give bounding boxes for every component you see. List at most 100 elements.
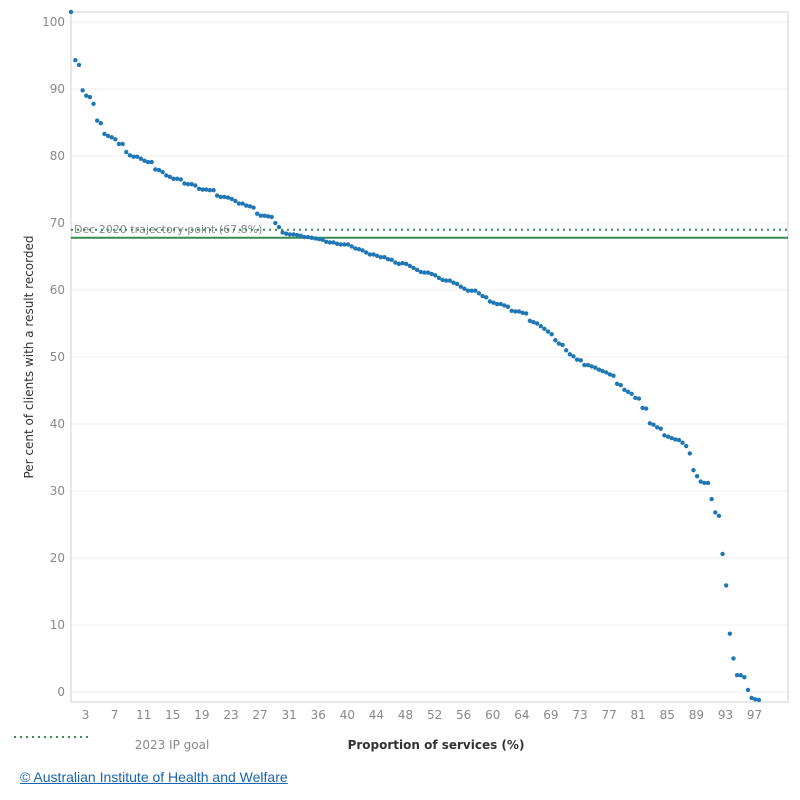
data-point[interactable]: [269, 214, 274, 220]
data-point[interactable]: [320, 237, 325, 242]
data-point[interactable]: [513, 309, 518, 314]
data-point[interactable]: [582, 362, 587, 368]
data-point[interactable]: [720, 551, 725, 557]
data-point[interactable]: [382, 254, 387, 260]
data-point[interactable]: [713, 510, 718, 515]
data-point[interactable]: [302, 234, 307, 240]
data-point[interactable]: [604, 370, 609, 375]
data-point[interactable]: [727, 631, 733, 636]
data-point[interactable]: [407, 263, 413, 269]
data-point[interactable]: [68, 9, 74, 15]
data-point[interactable]: [84, 93, 89, 98]
data-point[interactable]: [469, 288, 474, 293]
data-point[interactable]: [327, 240, 333, 245]
data-point[interactable]: [131, 154, 136, 159]
data-point[interactable]: [680, 440, 685, 445]
data-point[interactable]: [342, 242, 347, 247]
data-point[interactable]: [371, 252, 376, 257]
data-point[interactable]: [556, 341, 562, 346]
data-point[interactable]: [753, 697, 758, 702]
data-point[interactable]: [273, 220, 278, 226]
data-point[interactable]: [643, 406, 649, 411]
data-point[interactable]: [691, 468, 696, 473]
data-point[interactable]: [709, 496, 714, 502]
data-point[interactable]: [585, 362, 591, 368]
data-point[interactable]: [193, 183, 198, 188]
data-point[interactable]: [458, 284, 463, 289]
data-point[interactable]: [204, 187, 209, 192]
data-point[interactable]: [473, 288, 478, 293]
data-point[interactable]: [189, 181, 194, 187]
data-point[interactable]: [640, 405, 645, 411]
data-point[interactable]: [240, 201, 245, 206]
data-point[interactable]: [309, 235, 314, 240]
data-point[interactable]: [207, 187, 213, 193]
data-point[interactable]: [683, 443, 689, 449]
data-point[interactable]: [251, 205, 256, 210]
data-point[interactable]: [174, 176, 180, 182]
data-point[interactable]: [476, 291, 482, 296]
data-point[interactable]: [258, 213, 263, 218]
data-point[interactable]: [171, 176, 176, 182]
data-point[interactable]: [222, 194, 227, 200]
data-point[interactable]: [731, 656, 736, 661]
data-point[interactable]: [716, 513, 722, 518]
data-point[interactable]: [611, 373, 616, 378]
data-point[interactable]: [665, 434, 671, 439]
data-point[interactable]: [153, 167, 158, 172]
data-point[interactable]: [654, 425, 660, 430]
data-point[interactable]: [687, 451, 693, 456]
data-point[interactable]: [491, 300, 496, 305]
data-point[interactable]: [345, 242, 351, 247]
data-point[interactable]: [218, 194, 223, 200]
data-point[interactable]: [749, 695, 754, 701]
data-point[interactable]: [233, 198, 238, 204]
data-point[interactable]: [433, 273, 438, 278]
data-point[interactable]: [374, 253, 380, 259]
data-point[interactable]: [284, 231, 289, 236]
data-point[interactable]: [658, 426, 663, 431]
data-point[interactable]: [73, 58, 78, 63]
data-point[interactable]: [244, 203, 249, 208]
data-point[interactable]: [516, 309, 522, 314]
data-point[interactable]: [94, 118, 100, 123]
data-point[interactable]: [422, 270, 427, 275]
data-point[interactable]: [745, 687, 751, 693]
data-point[interactable]: [196, 186, 202, 192]
data-point[interactable]: [385, 256, 391, 262]
data-point[interactable]: [262, 213, 267, 218]
data-point[interactable]: [378, 254, 383, 260]
data-point[interactable]: [651, 422, 656, 427]
data-point[interactable]: [531, 319, 536, 325]
data-point[interactable]: [629, 391, 634, 397]
data-point[interactable]: [429, 271, 434, 277]
data-point[interactable]: [498, 301, 503, 307]
data-point[interactable]: [669, 435, 674, 441]
data-point[interactable]: [214, 193, 220, 198]
data-point[interactable]: [633, 395, 638, 401]
data-point[interactable]: [360, 248, 365, 253]
data-point[interactable]: [211, 187, 216, 193]
data-point[interactable]: [542, 326, 547, 332]
data-point[interactable]: [447, 278, 453, 283]
data-point[interactable]: [622, 387, 627, 393]
data-point[interactable]: [389, 257, 394, 263]
data-point[interactable]: [334, 241, 340, 246]
data-point[interactable]: [698, 479, 703, 484]
data-point[interactable]: [560, 342, 565, 348]
data-point[interactable]: [440, 277, 445, 283]
data-point[interactable]: [349, 244, 354, 249]
data-point[interactable]: [116, 141, 122, 147]
data-point[interactable]: [742, 675, 747, 680]
data-point[interactable]: [756, 697, 762, 703]
data-point[interactable]: [338, 242, 343, 247]
data-point[interactable]: [414, 267, 420, 273]
data-point[interactable]: [254, 211, 260, 216]
data-point[interactable]: [451, 280, 456, 285]
data-point[interactable]: [589, 364, 594, 369]
data-point[interactable]: [553, 338, 558, 343]
data-point[interactable]: [520, 310, 525, 315]
data-point[interactable]: [280, 230, 285, 235]
data-point[interactable]: [425, 270, 431, 275]
data-point[interactable]: [534, 321, 540, 326]
